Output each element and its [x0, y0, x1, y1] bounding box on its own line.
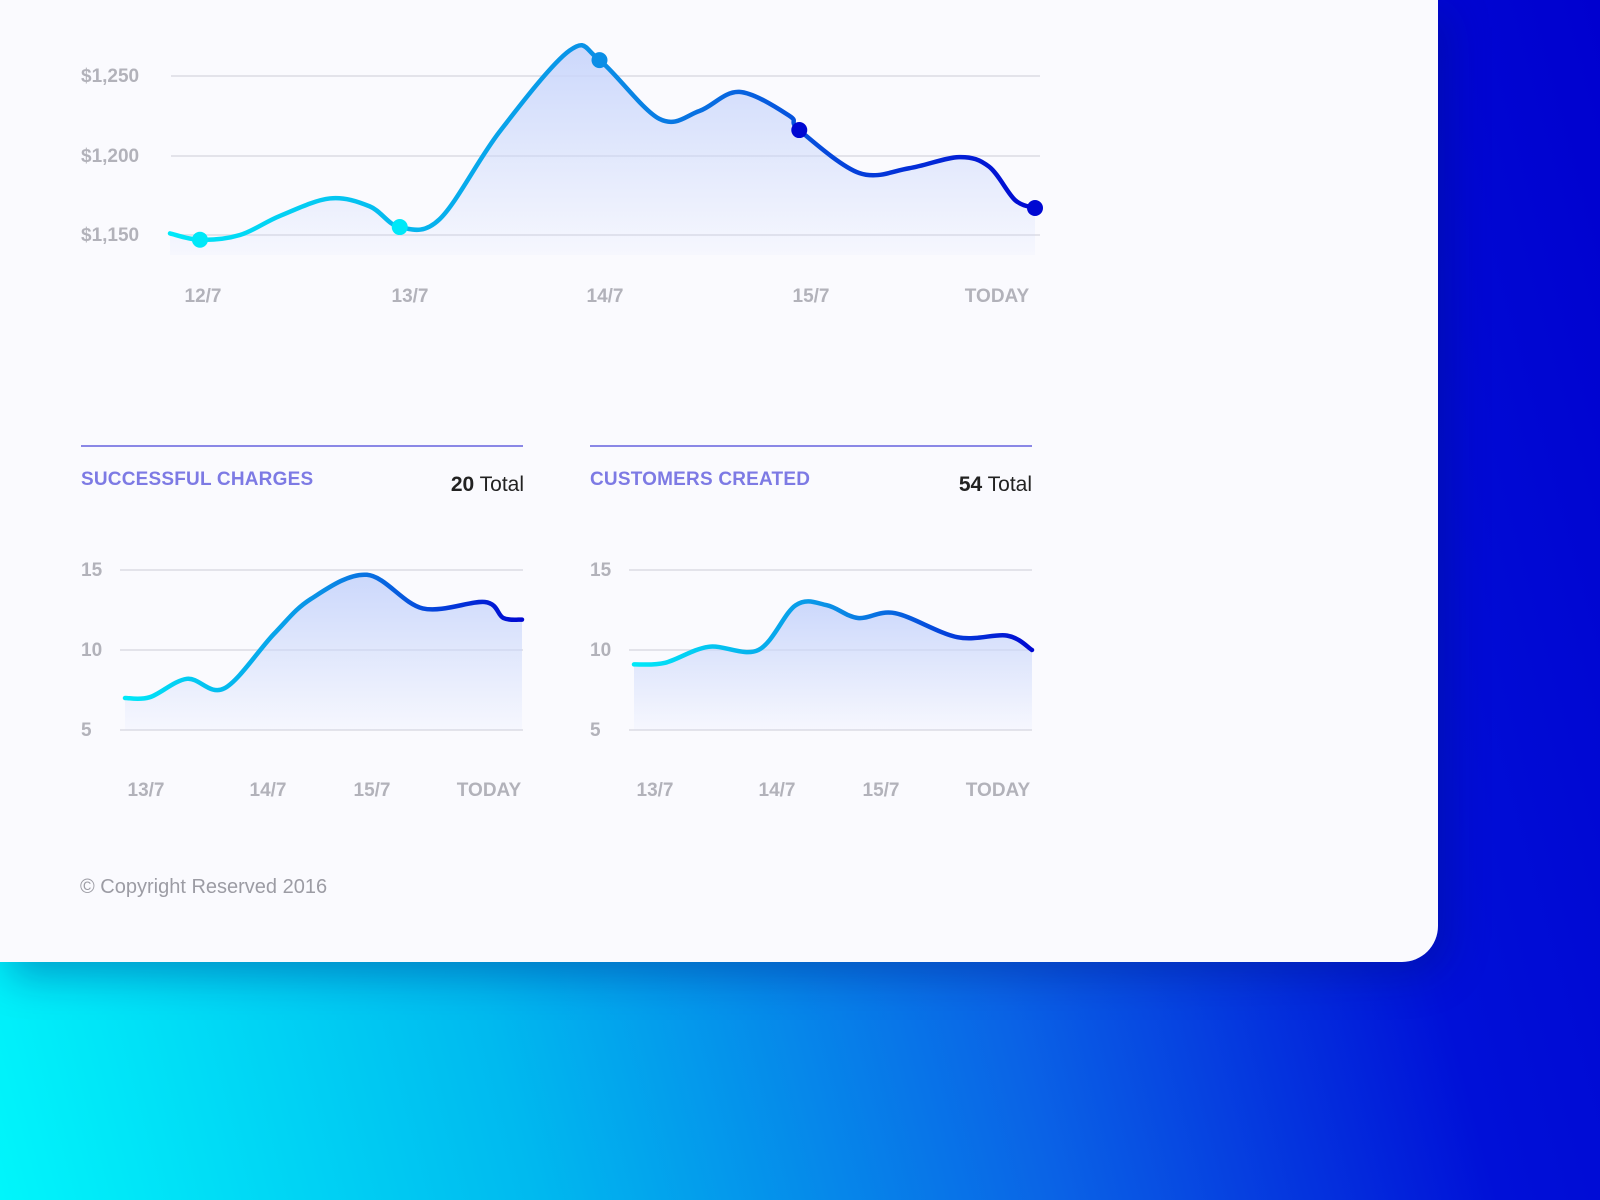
charges-area-fill	[125, 574, 522, 730]
charges-x-tick-label: 15/7	[354, 780, 391, 801]
successful-charges-total-label: Total	[479, 473, 524, 496]
successful-charges-title: SUCCESSFUL CHARGES	[81, 469, 314, 490]
successful-charges-rule	[81, 445, 523, 447]
main-data-point[interactable]	[791, 122, 808, 139]
main-area-fill	[170, 45, 1035, 255]
copyright-text: © Copyright Reserved 2016	[80, 876, 328, 898]
customers-y-tick-label: 15	[590, 560, 612, 581]
charges-x-tick-label: 14/7	[250, 780, 287, 801]
main-y-tick-label: $1,250	[81, 66, 139, 87]
successful-charges-chart: 5 10 15 13/7 14/7 15/7 TODAY	[81, 560, 525, 801]
main-data-point[interactable]	[591, 52, 608, 69]
customers-created-total: 54 Total	[888, 473, 1032, 497]
successful-charges-total-value: 20	[450, 473, 475, 496]
customers-area-fill	[634, 601, 1032, 730]
main-x-tick-label: TODAY	[965, 286, 1030, 307]
main-data-point[interactable]	[191, 231, 208, 248]
customers-created-title: CUSTOMERS CREATED	[590, 469, 811, 490]
customers-x-tick-label: 14/7	[759, 780, 796, 801]
customers-x-tick-label: 15/7	[863, 780, 900, 801]
customers-created-chart: 5 10 15 13/7 14/7 15/7 TODAY	[590, 560, 1035, 801]
charges-series-line	[122, 572, 525, 702]
customers-created-total-label: Total	[987, 473, 1032, 496]
main-data-point[interactable]	[1027, 199, 1043, 216]
main-x-tick-label: 15/7	[793, 286, 830, 307]
charges-y-tick-label: 5	[81, 720, 92, 741]
customers-x-tick-label: 13/7	[637, 780, 674, 801]
main-x-tick-label: 13/7	[392, 286, 429, 307]
main-y-tick-label: $1,150	[81, 225, 139, 246]
main-x-tick-label: 12/7	[185, 286, 222, 307]
main-chart: $1,150 $1,200 $1,250 12/7 13/7 14/7 15/7 TODAY	[81, 43, 1043, 307]
successful-charges-total: 20 Total	[380, 473, 524, 497]
customers-created-total-value: 54	[958, 473, 983, 496]
customers-y-tick-label: 5	[590, 720, 601, 741]
charges-x-tick-label: 13/7	[128, 780, 165, 801]
customers-created-rule	[590, 445, 1032, 447]
main-data-point[interactable]	[391, 219, 408, 236]
charges-x-tick-label: TODAY	[457, 780, 522, 801]
main-series-line	[167, 43, 1038, 243]
main-x-tick-label: 14/7	[587, 286, 624, 307]
customers-series-line	[631, 599, 1035, 667]
main-y-tick-label: $1,200	[81, 146, 139, 167]
charges-y-tick-label: 10	[81, 640, 102, 661]
customers-y-tick-label: 10	[590, 640, 611, 661]
charges-y-tick-label: 15	[81, 560, 103, 581]
customers-x-tick-label: TODAY	[966, 780, 1031, 801]
